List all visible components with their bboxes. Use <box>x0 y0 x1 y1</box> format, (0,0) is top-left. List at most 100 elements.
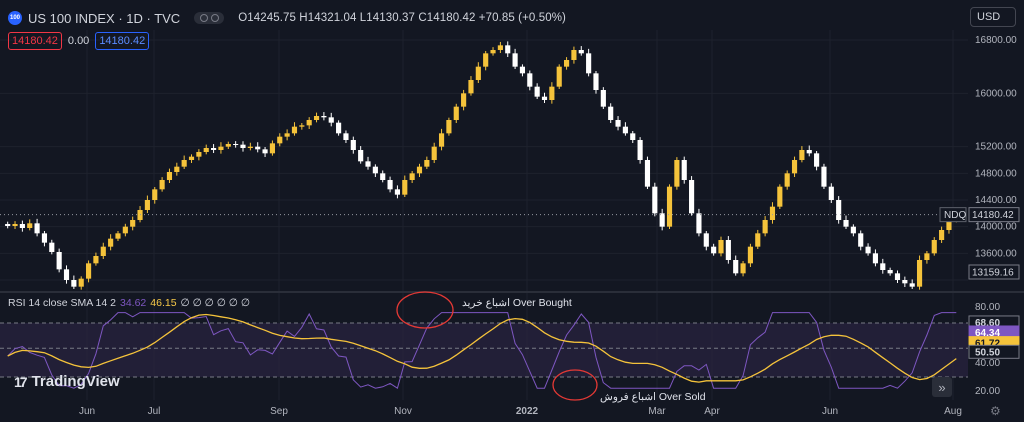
price-axis-label: 13600.00 <box>975 248 1017 259</box>
candle <box>887 270 893 274</box>
candle <box>578 50 584 54</box>
candle <box>188 156 195 160</box>
candle <box>461 93 467 107</box>
candle <box>814 153 820 167</box>
rsi-line <box>7 312 957 389</box>
candle <box>718 240 724 254</box>
candle <box>880 263 886 270</box>
rsi-axis-tag: 50.50 <box>975 347 1000 358</box>
candle <box>115 233 121 239</box>
candle <box>534 86 540 97</box>
candle <box>277 136 283 144</box>
tradingview-logo[interactable]: 17 TradingView <box>14 373 120 390</box>
candle <box>122 226 128 234</box>
price-axis-label: 15200.00 <box>975 142 1017 153</box>
candle <box>821 166 827 187</box>
candle <box>19 224 25 228</box>
candle <box>799 150 805 160</box>
spread-value: 0.00 <box>67 35 90 47</box>
candle <box>769 206 776 220</box>
over-bought-label: اشباع خرید Over Bought <box>462 297 572 309</box>
time-axis-label: Aug <box>944 406 962 417</box>
candle <box>262 149 268 154</box>
candle <box>438 133 445 147</box>
last-price-tag-label: 14180.42 <box>972 210 1014 221</box>
candle <box>211 148 217 150</box>
candle <box>12 224 18 226</box>
candle <box>674 160 680 187</box>
candle <box>159 180 165 190</box>
scroll-to-realtime-button[interactable]: » <box>932 377 952 397</box>
price-axis-label: 14800.00 <box>975 168 1017 179</box>
tradingview-mark-icon: 17 <box>14 373 28 390</box>
candle <box>725 240 731 260</box>
candle <box>593 73 599 90</box>
candle <box>313 116 320 120</box>
last-price-tag-box <box>968 207 1020 223</box>
candle <box>733 260 739 274</box>
time-axis-label: Mar <box>648 406 666 417</box>
chart-legend: 100 US 100 INDEX · 1D · TVC O14245.75 H1… <box>8 9 566 27</box>
tradingview-logo-text: TradingView <box>31 373 120 390</box>
symbol-title[interactable]: US 100 INDEX · 1D · TVC <box>28 10 181 26</box>
candle <box>902 280 908 284</box>
candle <box>828 186 834 200</box>
candle <box>174 166 180 172</box>
rsi-legend-name[interactable]: RSI 14 close SMA 14 2 <box>8 297 116 309</box>
candle <box>336 122 342 134</box>
candle <box>203 148 209 152</box>
candle <box>41 233 48 243</box>
candle <box>894 273 901 280</box>
candle <box>512 53 518 67</box>
candle <box>130 220 136 227</box>
rsi-sma-value: 46.15 <box>150 297 177 309</box>
visibility-toggle-icon[interactable] <box>194 12 225 24</box>
candle <box>696 213 702 234</box>
price-axis-label: 16800.00 <box>975 35 1017 46</box>
settings-gear-icon[interactable]: ⚙ <box>990 404 1001 418</box>
candle <box>836 200 842 220</box>
candle <box>93 256 99 264</box>
candle <box>453 106 459 120</box>
candle <box>108 238 114 247</box>
candle <box>34 223 40 234</box>
candle <box>762 220 768 234</box>
over-sold-circle <box>552 369 598 401</box>
candle <box>387 180 393 190</box>
candle <box>850 226 856 234</box>
candle <box>306 120 312 126</box>
candle <box>549 86 555 100</box>
candle <box>556 66 562 87</box>
candle <box>505 45 511 54</box>
candle <box>791 160 798 174</box>
candle <box>416 166 423 174</box>
buy-price-button[interactable]: 14180.42 <box>95 32 150 50</box>
candle <box>666 186 673 227</box>
rsi-axis-tag-box <box>968 344 1020 359</box>
candle <box>424 160 430 167</box>
candle <box>358 150 364 162</box>
candle <box>777 186 783 207</box>
candle <box>100 246 106 256</box>
candle <box>858 233 864 247</box>
price-axis-label: 14000.00 <box>975 222 1017 233</box>
ndq-tag-label: NDQ <box>944 210 966 221</box>
price-axis-label: 14400.00 <box>975 195 1017 206</box>
currency-selector[interactable]: USD <box>970 7 1016 27</box>
candle <box>196 152 202 157</box>
candle <box>431 146 437 160</box>
candle <box>806 150 812 154</box>
candle <box>328 117 334 123</box>
candle <box>380 173 386 180</box>
time-axis-label: Nov <box>394 406 412 417</box>
rsi-value: 34.62 <box>119 297 147 309</box>
candle <box>409 173 415 180</box>
rsi-axis-tag: 64.34 <box>975 328 1000 339</box>
candle <box>284 133 290 137</box>
sell-price-button[interactable]: 14180.42 <box>8 32 62 50</box>
candle <box>71 280 77 287</box>
candle <box>755 233 761 247</box>
candle <box>56 252 62 270</box>
rsi-axis-tag: 61.72 <box>975 339 1000 350</box>
